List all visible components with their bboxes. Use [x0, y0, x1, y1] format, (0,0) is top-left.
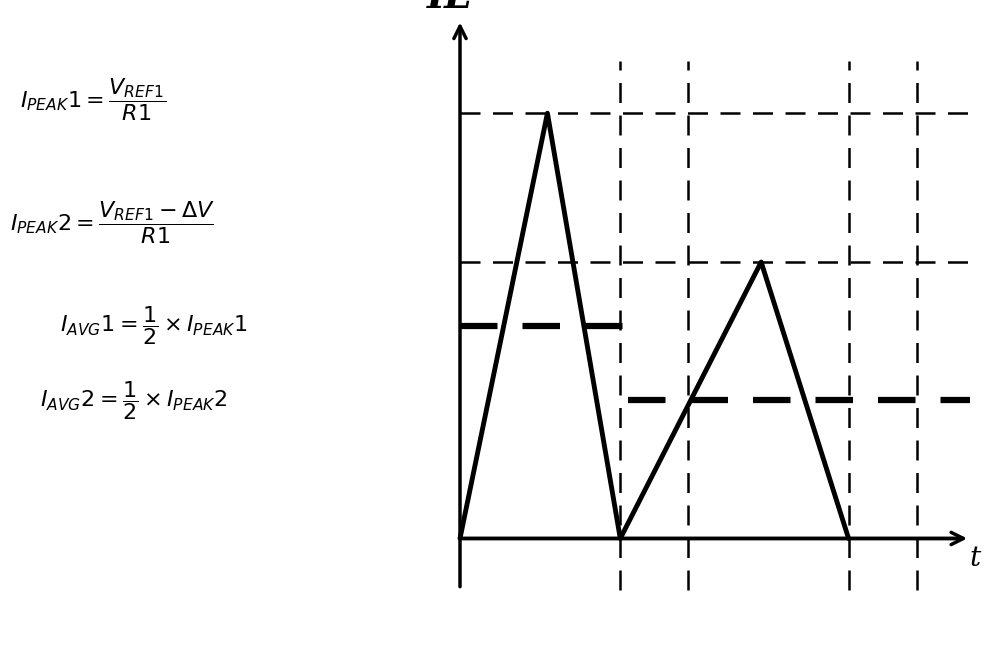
Text: $I_{AVG}1 = \dfrac{1}{2} \times I_{PEAK}1$: $I_{AVG}1 = \dfrac{1}{2} \times I_{PEAK}… — [60, 305, 248, 347]
Text: t: t — [969, 544, 981, 572]
Text: $I_{PEAK}1 = \dfrac{V_{REF1}}{R1}$: $I_{PEAK}1 = \dfrac{V_{REF1}}{R1}$ — [20, 77, 166, 123]
Text: $I_{AVG}2 = \dfrac{1}{2} \times I_{PEAK}2$: $I_{AVG}2 = \dfrac{1}{2} \times I_{PEAK}… — [40, 379, 227, 422]
Text: IL: IL — [427, 0, 473, 16]
Text: $I_{PEAK}2 = \dfrac{V_{REF1} - \Delta V}{R1}$: $I_{PEAK}2 = \dfrac{V_{REF1} - \Delta V}… — [10, 200, 215, 246]
